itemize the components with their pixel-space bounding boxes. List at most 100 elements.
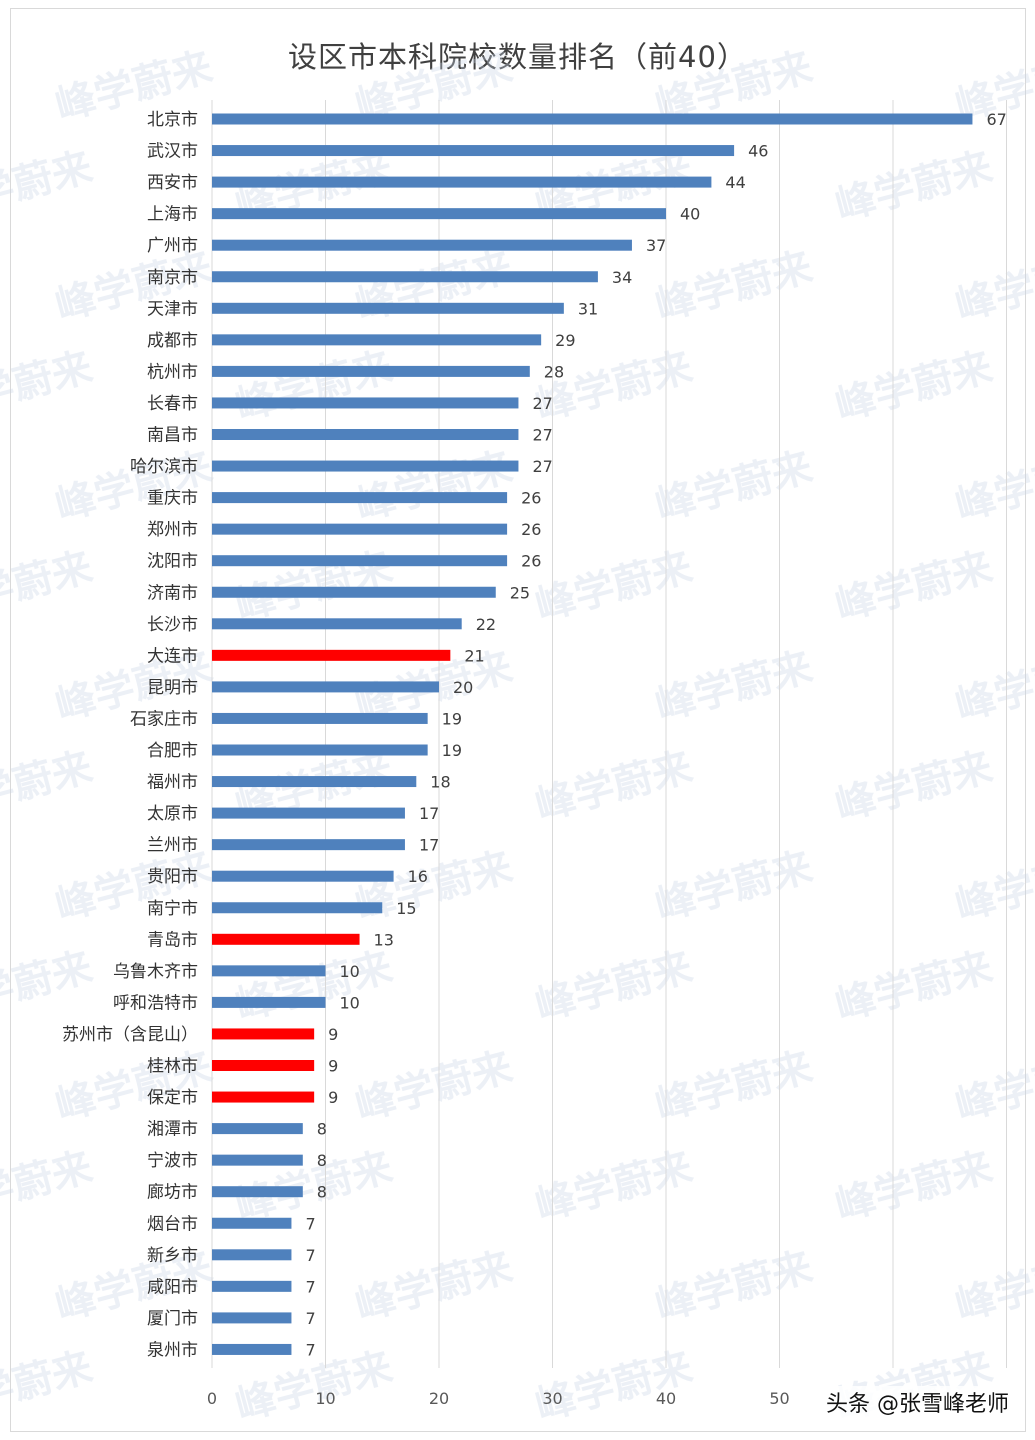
watermark-text: 峰学蔚来 (831, 944, 997, 1030)
watermark-text: 峰学蔚来 (0, 944, 97, 1030)
bar-38 (212, 1280, 292, 1292)
bars (212, 113, 973, 1355)
value-label: 10 (340, 993, 360, 1012)
value-label: 28 (544, 362, 564, 381)
watermark-text: 峰学蔚来 (531, 544, 697, 630)
bar-10 (212, 397, 519, 409)
watermark-text: 峰学蔚来 (951, 844, 1035, 930)
category-label: 天津市 (147, 299, 198, 319)
category-label: 咸阳市 (147, 1277, 198, 1297)
bar-22 (212, 776, 417, 788)
x-tick-label: 40 (656, 1389, 676, 1408)
category-label: 泉州市 (147, 1340, 198, 1360)
credit-caption: 头条 @张雪峰老师 (822, 1386, 1013, 1418)
bar-18 (212, 649, 451, 661)
watermark-text: 峰学蔚来 (651, 844, 817, 930)
bar-37 (212, 1249, 292, 1261)
category-label: 保定市 (147, 1088, 198, 1108)
category-label: 武汉市 (147, 142, 198, 162)
bar-8 (212, 334, 542, 346)
bar-5 (212, 239, 632, 251)
bar-40 (212, 1343, 292, 1355)
x-tick-label: 20 (429, 1389, 449, 1408)
value-label: 21 (464, 646, 484, 665)
category-label: 西安市 (147, 173, 198, 193)
value-label: 27 (532, 426, 552, 445)
value-label: 26 (521, 489, 541, 508)
bar-12 (212, 460, 519, 472)
watermark-text: 峰学蔚来 (231, 944, 397, 1030)
category-label: 南昌市 (147, 426, 198, 446)
watermark-text: 峰学蔚来 (351, 244, 517, 330)
category-label: 湘潭市 (147, 1120, 198, 1140)
value-label: 31 (578, 299, 598, 318)
value-label: 44 (725, 173, 745, 192)
watermark-text: 峰学蔚来 (831, 344, 997, 430)
value-label: 7 (305, 1340, 315, 1359)
value-label: 9 (328, 1025, 338, 1044)
watermark-text: 峰学蔚来 (531, 344, 697, 430)
category-label: 福州市 (147, 773, 198, 793)
category-label: 宁波市 (147, 1151, 198, 1171)
category-label: 广州市 (147, 236, 198, 256)
category-label: 上海市 (147, 205, 198, 225)
bar-1 (212, 113, 973, 125)
category-label: 杭州市 (147, 362, 198, 382)
x-tick-label: 10 (315, 1389, 335, 1408)
value-label: 46 (748, 142, 768, 161)
watermark-text: 峰学蔚来 (531, 944, 697, 1030)
watermark-text: 峰学蔚来 (831, 1144, 997, 1230)
category-label: 新乡市 (147, 1246, 198, 1266)
watermark-text: 峰学蔚来 (0, 1144, 97, 1230)
category-labels: 北京市武汉市西安市上海市广州市南京市天津市成都市杭州市长春市南昌市哈尔滨市重庆市… (62, 110, 198, 1360)
watermark-text: 峰学蔚来 (351, 1244, 517, 1330)
chart-title: 设区市本科院校数量排名（前40） (288, 40, 747, 74)
x-tick-label: 0 (207, 1389, 217, 1408)
value-label: 9 (328, 1088, 338, 1107)
category-label: 太原市 (147, 804, 198, 824)
value-label: 19 (442, 741, 462, 760)
value-label: 19 (442, 709, 462, 728)
bar-24 (212, 839, 405, 851)
value-label: 22 (476, 615, 496, 634)
category-label: 南宁市 (147, 899, 198, 919)
watermark-text: 峰学蔚来 (951, 444, 1035, 530)
bar-21 (212, 744, 428, 756)
category-label: 石家庄市 (130, 709, 198, 729)
category-label: 呼和浩特市 (113, 993, 198, 1013)
category-label: 长沙市 (147, 615, 198, 635)
value-label: 25 (510, 583, 530, 602)
watermark-text: 峰学蔚来 (0, 1344, 97, 1430)
bar-2 (212, 145, 735, 157)
watermark-text: 峰学蔚来 (0, 344, 97, 430)
bar-29 (212, 996, 326, 1008)
bar-3 (212, 176, 712, 188)
value-label: 17 (419, 836, 439, 855)
watermark-text: 峰学蔚来 (831, 144, 997, 230)
value-label: 16 (408, 867, 428, 886)
bar-33 (212, 1123, 303, 1135)
bar-14 (212, 523, 508, 535)
bar-7 (212, 302, 564, 314)
category-label: 贵阳市 (147, 867, 198, 887)
value-label: 8 (317, 1120, 327, 1139)
category-label: 昆明市 (147, 678, 198, 698)
value-label: 26 (521, 552, 541, 571)
watermark-text: 峰学蔚来 (0, 144, 97, 230)
watermark-text: 峰学蔚来 (651, 1044, 817, 1130)
category-label: 北京市 (147, 110, 198, 130)
watermark-text: 峰学蔚来 (351, 844, 517, 930)
value-label: 27 (532, 457, 552, 476)
bar-32 (212, 1091, 315, 1103)
bar-30 (212, 1028, 315, 1040)
bar-16 (212, 586, 496, 598)
category-label: 沈阳市 (147, 552, 198, 572)
value-label: 67 (986, 110, 1006, 129)
watermark-text: 峰学蔚来 (951, 1244, 1035, 1330)
category-label: 南京市 (147, 268, 198, 288)
bar-34 (212, 1154, 303, 1166)
category-label: 烟台市 (147, 1214, 198, 1234)
bar-13 (212, 492, 508, 504)
